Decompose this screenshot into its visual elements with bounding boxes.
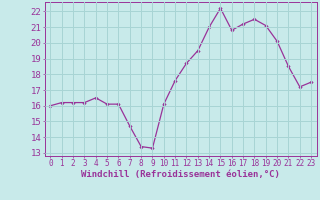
X-axis label: Windchill (Refroidissement éolien,°C): Windchill (Refroidissement éolien,°C)	[81, 170, 280, 179]
